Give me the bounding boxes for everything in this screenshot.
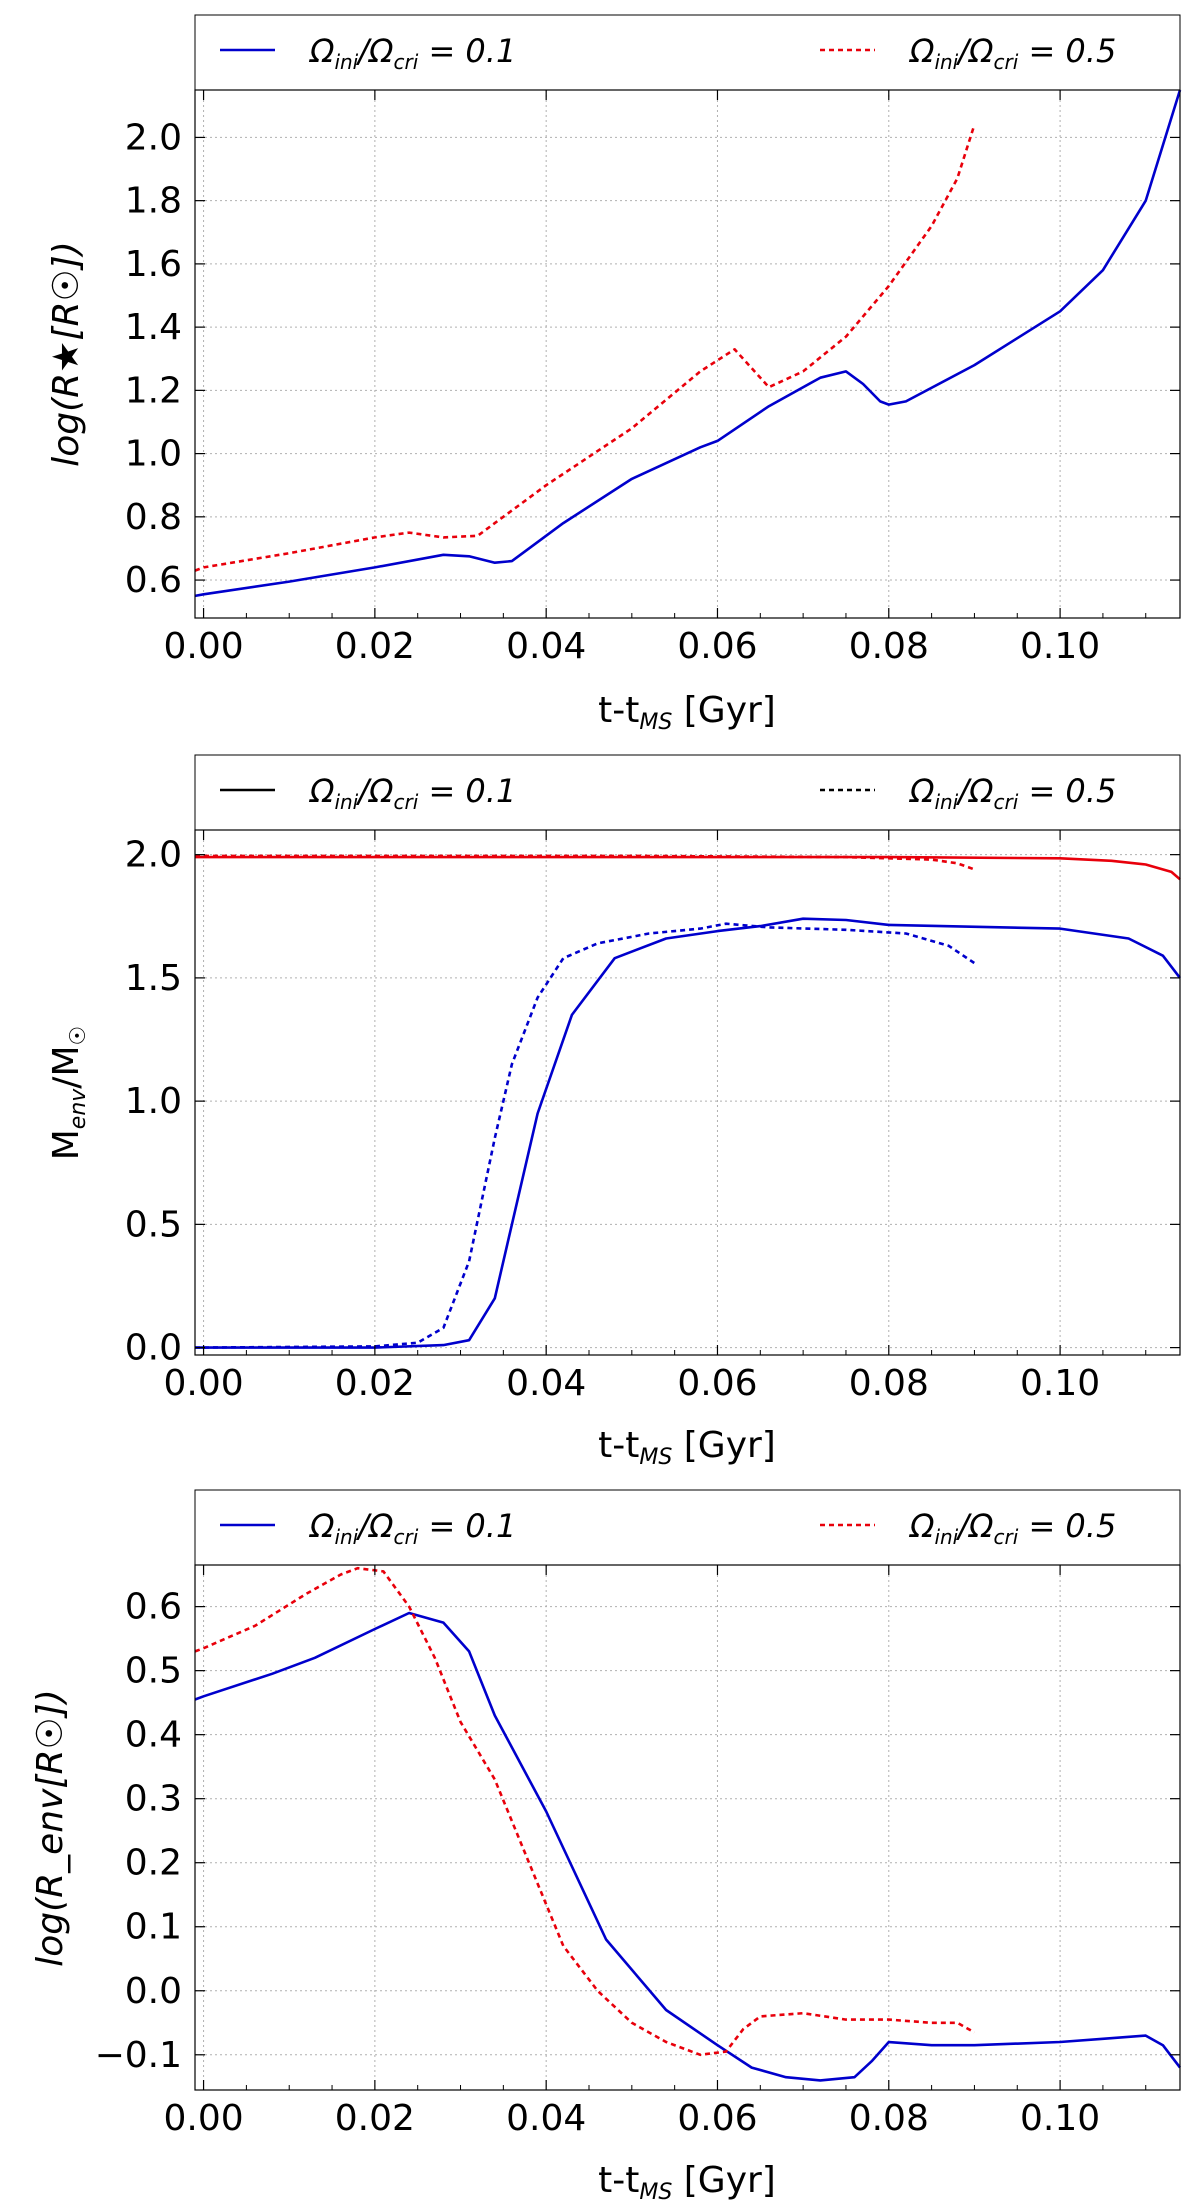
panel2-series-line-2 [195,854,975,871]
panel2-ytick-label: 1.0 [125,1081,182,1122]
panel2-xtick-label: 0.06 [677,1363,757,1404]
panel3-xtick-label: 0.00 [163,2098,243,2139]
panel1-ytick-label: 1.0 [125,434,182,475]
panel3-legend-label-slow: Ωini/Ωcri = 0.1 [308,1507,516,1549]
panel2-xtick-label: 0.08 [849,1363,929,1404]
panel1-xlabel: t-tMS [Gyr] [598,690,776,735]
panel1-frame [194,89,1181,619]
panel1-ytick-label: 2.0 [125,117,182,158]
panel1-xtick-label: 0.06 [677,626,757,667]
panel1-xtick-label: 0.02 [335,626,415,667]
panel2-series-line-4 [194,922,976,1349]
panel2-series [194,854,1182,1349]
panel3-ytick-label: 0.6 [125,1587,182,1628]
panel3-series-line-1 [194,1611,1182,2082]
panel1-xtick-label: 0.00 [163,626,243,667]
panel1-xtick-label: 0.10 [1020,626,1100,667]
panel2-ytick-label: 1.5 [125,958,182,999]
panel1-ytick-label: 1.8 [125,181,182,222]
panel3-ytick-label: 0.5 [125,1651,182,1692]
panel2-xtick-label: 0.04 [506,1363,586,1404]
panel2-xlabel: t-tMS [Gyr] [598,1425,776,1470]
panel3-ytick-label: 0.0 [125,1971,182,2012]
panel3-ytick-label: 0.2 [125,1843,182,1884]
panel1-legend-label-fast: Ωini/Ωcri = 0.5 [908,32,1116,74]
panel1-legend-box [194,14,1181,91]
panel3-xlabel: t-tMS [Gyr] [598,2160,776,2205]
panel3-ytick-label: −0.1 [95,2035,182,2076]
panel1-ytick-label: 1.6 [125,244,182,285]
panel2-legend: Ωini/Ωcri = 0.1 Ωini/Ωcri = 0.5 [194,754,1181,831]
panel1-ytick-label: 1.2 [125,370,182,411]
panel1-xtick-label: 0.04 [506,626,586,667]
panel3-ytick-label: 0.1 [125,1907,182,1948]
panel3-legend: Ωini/Ωcri = 0.1 Ωini/Ωcri = 0.5 [194,1489,1181,1566]
panel1-xtick-label: 0.08 [849,626,929,667]
panel2-frame [194,829,1181,1356]
panel1-ytick-label: 1.4 [125,307,182,348]
panel3-ytick-label: 0.3 [125,1779,182,1820]
panel3-frame [194,1564,1181,2091]
panel3-xtick-label: 0.10 [1020,2098,1100,2139]
panel2-xtick-label: 0.10 [1020,1363,1100,1404]
panel3-ytick-label: 0.4 [125,1715,182,1756]
panel3-xtick-label: 0.02 [335,2098,415,2139]
panel2-xtick-label: 0.00 [163,1363,243,1404]
panel1-ytick-label: 0.6 [125,560,182,601]
panel3-xtick-label: 0.06 [677,2098,757,2139]
panel1-legend-label-slow: Ωini/Ωcri = 0.1 [308,32,516,74]
panel3-xtick-label: 0.08 [849,2098,929,2139]
panel2-ytick-label: 0.0 [125,1328,182,1369]
panel2-ytick-label: 2.0 [125,835,182,876]
panel2-ytick-label: 0.5 [125,1204,182,1245]
panel2-legend-label-fast: Ωini/Ωcri = 0.5 [908,772,1116,814]
panel1-series [194,89,1182,598]
panel3-legend-box [194,1489,1181,1566]
panel2-plot: 0.00 0.02 0.04 0.06 0.08 0.100.00.51.01.52.0 … [46,829,1182,1470]
panel1-grid [195,90,1180,618]
panel2-legend-box [194,754,1181,831]
panel1-series-line-1 [194,89,1182,598]
panel2-series-line-3 [195,917,1182,1349]
panel3-series [194,1566,1182,2082]
panel3-ylabel: log(R_env[R☉]) [30,1689,71,1967]
panel2-grid [195,830,1180,1355]
panel2-ticks: 0.00 0.02 0.04 0.06 0.08 0.10 0.0 0.5 1.0 1.5 2.0 [125,830,1180,1404]
panel2-legend-label-slow: Ωini/Ωcri = 0.1 [308,772,516,814]
panel1-series-line-2 [194,124,976,572]
panel1-ylabel: log(R★[R☉]) [46,241,87,467]
panel1-plot: 0.00 0.02 0.04 0.06 0.08 0.10 0.6 0.8 1.0 1.2 1.4 1… [46,89,1182,735]
panel1-legend: Ωini/Ωcri = 0.1 Ωini/Ωcri = 0.5 [194,14,1181,91]
panel2-xtick-label: 0.02 [335,1363,415,1404]
panel3-plot: 0.00 0.02 0.04 0.06 0.08 0.10 −0.1 0.0 0.1 0.2 0.3… [30,1564,1182,2205]
panel3-grid [195,1565,1180,2090]
panel1-ticks: 0.00 0.02 0.04 0.06 0.08 0.10 0.6 0.8 1.0 1.2 1.4 1… [125,90,1180,667]
panel2-ylabel: Menv/M☉ [46,1026,91,1161]
panel3-ticks: 0.00 0.02 0.04 0.06 0.08 0.10 −0.1 0.0 0.1 0.2 0.3… [95,1565,1180,2139]
panel3-xtick-label: 0.04 [506,2098,586,2139]
panel3-legend-label-fast: Ωini/Ωcri = 0.5 [908,1507,1116,1549]
panel1-ytick-label: 0.8 [125,497,182,538]
